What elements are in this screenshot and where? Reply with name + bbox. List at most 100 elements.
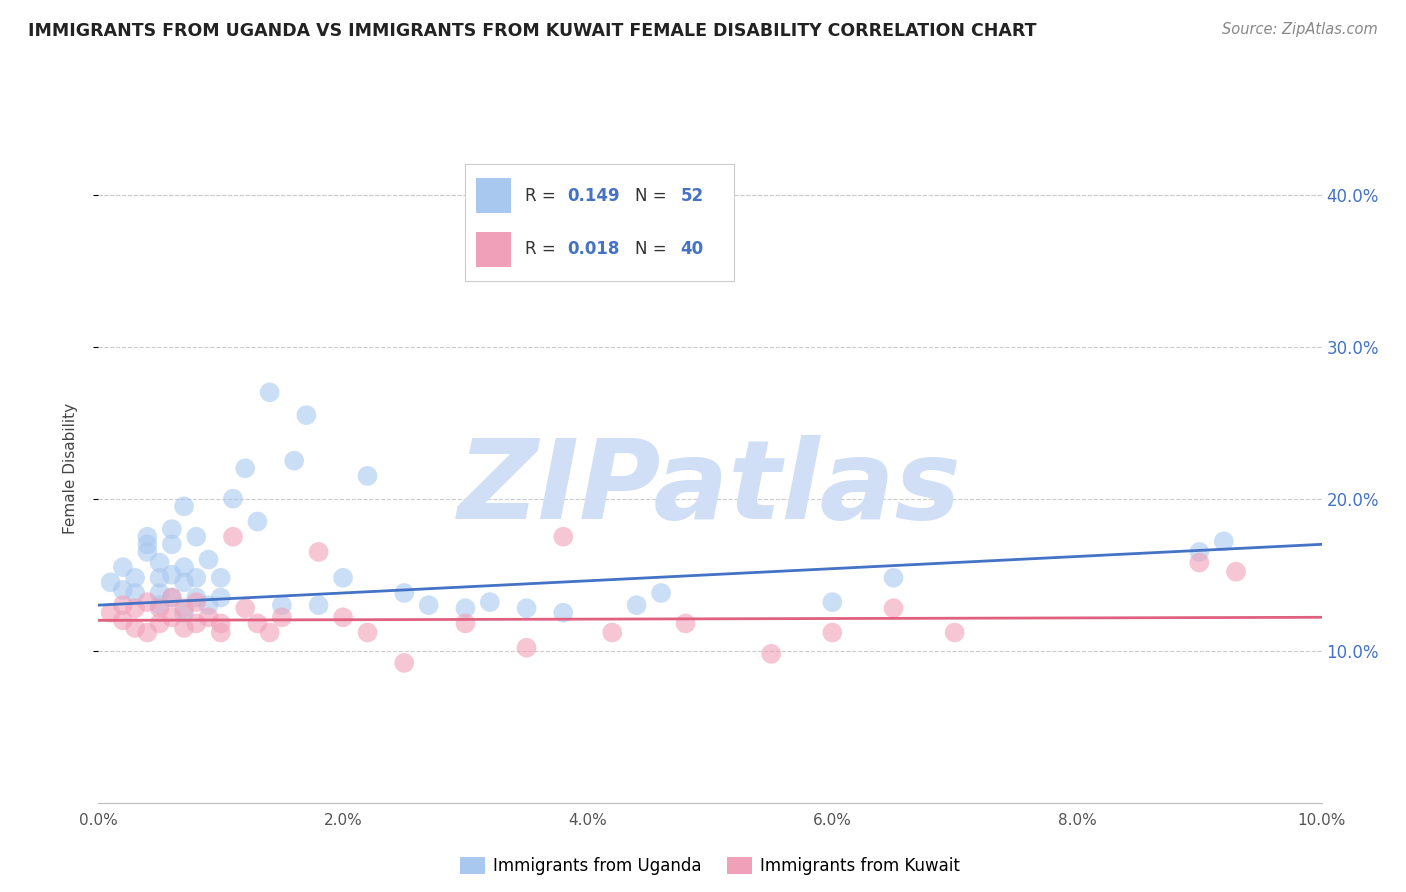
Text: 0.149: 0.149 (568, 186, 620, 204)
Text: IMMIGRANTS FROM UGANDA VS IMMIGRANTS FROM KUWAIT FEMALE DISABILITY CORRELATION C: IMMIGRANTS FROM UGANDA VS IMMIGRANTS FRO… (28, 22, 1036, 40)
Point (516, 601, 538, 615)
Point (111, 560, 134, 574)
Point (308, 598, 330, 612)
Point (124, 601, 146, 615)
Point (173, 575, 195, 590)
Text: N =: N = (636, 240, 672, 259)
Point (111, 613, 134, 627)
Point (197, 610, 219, 624)
Point (149, 598, 172, 612)
Legend: Immigrants from Uganda, Immigrants from Kuwait: Immigrants from Uganda, Immigrants from … (453, 850, 967, 881)
Point (270, 598, 292, 612)
Point (1188, 545, 1211, 559)
Point (821, 595, 844, 609)
Point (160, 567, 183, 582)
Point (295, 408, 318, 422)
Point (124, 621, 146, 635)
Point (392, 586, 416, 600)
Point (259, 625, 281, 640)
Point (259, 385, 281, 400)
Point (149, 571, 172, 585)
Point (356, 625, 378, 640)
Point (149, 601, 172, 615)
Text: 0.018: 0.018 (568, 240, 620, 259)
Y-axis label: Female Disability: Female Disability (63, 402, 77, 534)
Point (124, 571, 146, 585)
Point (100, 575, 122, 590)
Point (308, 545, 330, 559)
Text: R =: R = (524, 186, 561, 204)
Point (100, 606, 122, 620)
Point (149, 556, 172, 570)
Point (246, 515, 269, 529)
Point (160, 522, 183, 536)
Point (576, 211, 599, 225)
Point (209, 571, 232, 585)
Point (883, 571, 905, 585)
Point (759, 647, 782, 661)
Point (270, 610, 292, 624)
Point (111, 598, 134, 612)
Point (111, 582, 134, 597)
Point (160, 610, 183, 624)
Point (186, 591, 208, 605)
Text: R =: R = (524, 240, 561, 259)
Text: Source: ZipAtlas.com: Source: ZipAtlas.com (1222, 22, 1378, 37)
Point (883, 601, 905, 615)
Point (1212, 534, 1234, 549)
Point (173, 606, 195, 620)
Point (160, 591, 183, 605)
Point (136, 545, 159, 559)
Point (553, 530, 575, 544)
Point (173, 560, 195, 574)
Point (1188, 556, 1211, 570)
Point (209, 616, 232, 631)
Point (186, 616, 208, 631)
Point (454, 601, 477, 615)
Point (222, 491, 245, 506)
Point (356, 469, 378, 483)
Point (650, 586, 672, 600)
Point (626, 598, 648, 612)
Point (186, 595, 208, 609)
Point (332, 610, 354, 624)
Point (173, 621, 195, 635)
Point (454, 616, 477, 631)
Point (136, 530, 159, 544)
Point (283, 453, 305, 467)
Point (821, 625, 844, 640)
Point (233, 601, 256, 615)
Point (149, 616, 172, 631)
Point (675, 616, 697, 631)
Point (136, 537, 159, 551)
Point (149, 586, 172, 600)
Point (222, 530, 245, 544)
Point (136, 625, 159, 640)
Point (246, 616, 269, 631)
Point (173, 500, 195, 514)
Point (600, 625, 623, 640)
Point (332, 571, 354, 585)
Point (943, 625, 966, 640)
Point (418, 598, 440, 612)
Point (173, 601, 195, 615)
Point (1225, 565, 1247, 579)
Point (160, 537, 183, 551)
Point (233, 461, 256, 475)
Point (516, 640, 538, 655)
Text: N =: N = (636, 186, 672, 204)
Point (553, 606, 575, 620)
Point (197, 598, 219, 612)
Point (136, 595, 159, 609)
Point (160, 591, 183, 605)
Point (124, 586, 146, 600)
Point (478, 595, 501, 609)
Point (186, 530, 208, 544)
FancyBboxPatch shape (477, 178, 512, 213)
Point (209, 591, 232, 605)
Point (186, 571, 208, 585)
Point (197, 552, 219, 566)
FancyBboxPatch shape (477, 232, 512, 267)
Text: ZIPatlas: ZIPatlas (458, 435, 962, 541)
Point (392, 656, 416, 670)
